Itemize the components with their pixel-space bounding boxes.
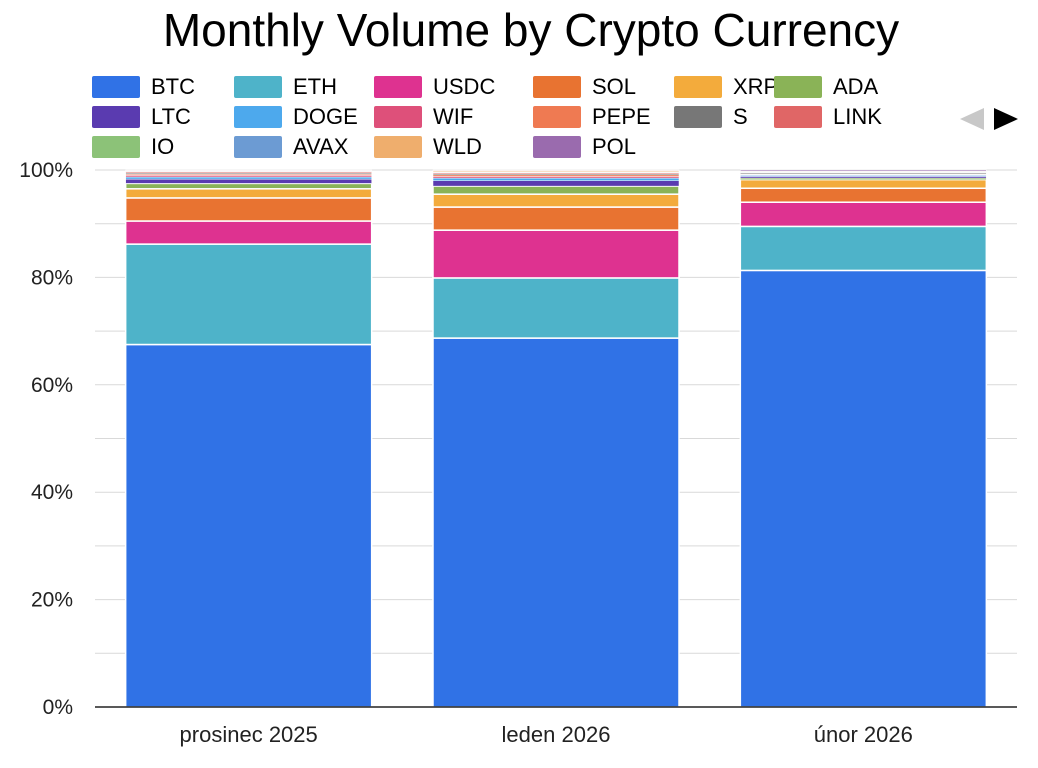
x-tick-label: únor 2026	[814, 722, 913, 747]
legend-swatch	[234, 106, 282, 128]
legend-swatch	[374, 106, 422, 128]
bar-segment-doge[interactable]	[432, 177, 680, 181]
legend-label: XRP	[733, 74, 779, 99]
legend-swatch	[92, 106, 140, 128]
legend-label: ADA	[833, 74, 879, 99]
bar-stack	[124, 169, 373, 708]
y-tick-label: 100%	[19, 159, 73, 182]
bar-segment-ltc[interactable]	[432, 180, 680, 187]
bar-segment-usdc[interactable]	[739, 201, 988, 228]
bar-segment-eth[interactable]	[739, 225, 988, 272]
legend-label: BTC	[151, 74, 195, 99]
bar-stack	[739, 169, 988, 708]
x-tick-label: leden 2026	[502, 722, 611, 747]
legend-swatch	[374, 76, 422, 98]
bar-segment-ada[interactable]	[124, 182, 373, 190]
bar-segment-pol[interactable]	[125, 169, 372, 171]
bar-segment-sol[interactable]	[432, 206, 680, 231]
legend-label: DOGE	[293, 104, 358, 129]
y-tick-label: 80%	[31, 266, 73, 289]
bar-segment-xrp[interactable]	[124, 188, 373, 199]
bar-segment-usdc[interactable]	[432, 229, 680, 279]
legend-prev-arrow-icon[interactable]	[960, 108, 984, 130]
y-tick-label: 60%	[31, 374, 73, 397]
bar-stack	[432, 169, 680, 708]
y-tick-label: 40%	[31, 481, 73, 504]
legend-swatch	[92, 76, 140, 98]
legend-label: S	[733, 104, 748, 129]
x-tick-label: prosinec 2025	[180, 722, 318, 747]
legend-swatch	[774, 76, 822, 98]
legend-label: POL	[592, 134, 637, 159]
y-axis: 0% 20% 40% 60% 80% 100%	[19, 159, 73, 719]
legend-swatch	[533, 76, 581, 98]
legend-label: PEPE	[592, 104, 651, 129]
bar-segment-eth[interactable]	[124, 243, 373, 346]
bar-segment-sol[interactable]	[124, 197, 373, 222]
bar-segment-pol[interactable]	[432, 169, 680, 171]
legend-label: WIF	[433, 104, 474, 129]
legend-label: AVAX	[293, 134, 349, 159]
bar-segment-btc[interactable]	[124, 343, 373, 708]
legend-next-arrow-icon[interactable]	[994, 108, 1018, 130]
legend-label: SOL	[592, 74, 637, 99]
legend-swatch	[533, 136, 581, 158]
legend-label: ETH	[293, 74, 337, 99]
legend-label: IO	[151, 134, 175, 159]
chart-title: Monthly Volume by Crypto Currency	[162, 4, 900, 56]
legend-label: LTC	[151, 104, 191, 129]
x-axis: prosinec 2025 leden 2026 únor 2026	[95, 706, 1017, 747]
legend-swatch	[234, 76, 282, 98]
legend-swatch	[674, 106, 722, 128]
bar-segment-usdc[interactable]	[124, 220, 373, 245]
bar-stacks	[124, 169, 988, 708]
legend-label: USDC	[433, 74, 496, 99]
legend-label: WLD	[433, 134, 482, 159]
legend-swatch	[92, 136, 140, 158]
bar-segment-btc[interactable]	[432, 337, 680, 708]
y-tick-label: 0%	[43, 696, 73, 719]
bar-segment-doge[interactable]	[125, 176, 372, 180]
bar-segment-btc[interactable]	[739, 269, 988, 708]
legend-swatch	[674, 76, 722, 98]
legend-swatch	[533, 106, 581, 128]
y-tick-label: 20%	[31, 589, 73, 612]
legend-swatch	[374, 136, 422, 158]
bar-segment-eth[interactable]	[432, 277, 680, 339]
bar-segment-sol[interactable]	[739, 187, 988, 203]
bar-segment-pol[interactable]	[740, 169, 987, 172]
bar-segment-ada[interactable]	[432, 185, 680, 195]
legend-swatch	[774, 106, 822, 128]
legend-label: LINK	[833, 104, 882, 129]
bar-segment-ltc[interactable]	[125, 178, 372, 184]
bar-segment-xrp[interactable]	[432, 193, 680, 208]
legend-swatch	[234, 136, 282, 158]
bar-segment-xrp[interactable]	[739, 178, 988, 190]
